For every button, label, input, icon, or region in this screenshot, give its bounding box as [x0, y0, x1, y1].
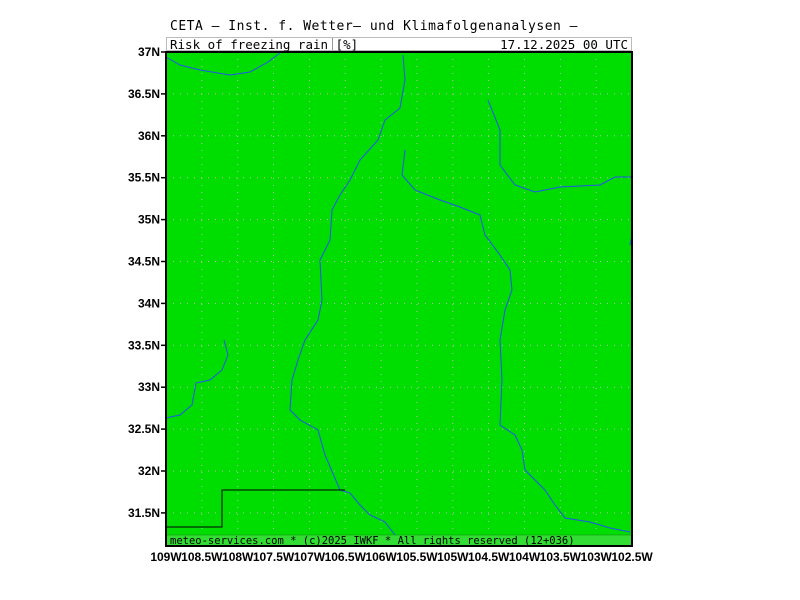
lon-label: 103.5W: [540, 550, 582, 564]
lat-label: 34.5N: [128, 255, 160, 269]
lat-label: 35.5N: [128, 171, 160, 185]
lon-label: 103W: [581, 550, 613, 564]
lat-label: 33.5N: [128, 338, 160, 352]
parameter-box: [167, 38, 333, 50]
lat-label: 32N: [138, 464, 160, 478]
lon-label: 104W: [509, 550, 541, 564]
lon-label: 105.5W: [396, 550, 438, 564]
chart-title: CETA — Inst. f. Wetter— und Klimafolgena…: [170, 19, 579, 34]
lon-label: 105W: [437, 550, 469, 564]
lon-label: 102.5W: [611, 550, 653, 564]
lat-label: 37N: [138, 45, 160, 59]
lat-label: 36.5N: [128, 87, 160, 101]
river-gila: [165, 339, 229, 419]
lon-label: 108W: [222, 550, 254, 564]
footer-credit: meteo-services.com * (c)2025 IWKF * All …: [170, 535, 575, 547]
river: [165, 52, 281, 76]
subtitle-bar: Risk_of_freezing_rain_[%] 17.12.2025 00 …: [166, 37, 632, 52]
lon-label: 108.5W: [181, 550, 223, 564]
lon-label: 109W: [150, 550, 182, 564]
river-rio-grande: [289, 54, 406, 547]
lon-label: 106.5W: [325, 550, 367, 564]
lat-label: 31.5N: [128, 506, 160, 520]
lat-label: 33N: [138, 380, 160, 394]
risk-field: [166, 52, 632, 546]
state-border: [166, 489, 345, 528]
parameter-label: Risk_of_freezing_rain_[%]: [170, 37, 359, 52]
lon-label: 107.5W: [253, 550, 295, 564]
lat-label: 35N: [138, 213, 160, 227]
graticule: [166, 52, 632, 546]
river-canadian: [487, 99, 632, 193]
lat-axis: 37N 36.5N 36N 35.5N 35N 34.5N 34N 33.5N 33N 32.5N…: [128, 45, 166, 520]
lon-label: 107W: [294, 550, 326, 564]
lon-label: 106W: [365, 550, 397, 564]
lon-label: 104.5W: [468, 550, 510, 564]
lat-label: 34N: [138, 296, 160, 310]
lon-axis: 109W 108.5W 108W 107.5W 107W 106.5W 106W 105.5W…: [150, 550, 653, 564]
valid-time: 17.12.2025 00 UTC: [500, 37, 628, 52]
lat-label: 32.5N: [128, 422, 160, 436]
rivers: [165, 52, 633, 547]
river-pecos: [401, 149, 631, 533]
lat-label: 36N: [138, 129, 160, 143]
map-frame: [165, 51, 633, 547]
